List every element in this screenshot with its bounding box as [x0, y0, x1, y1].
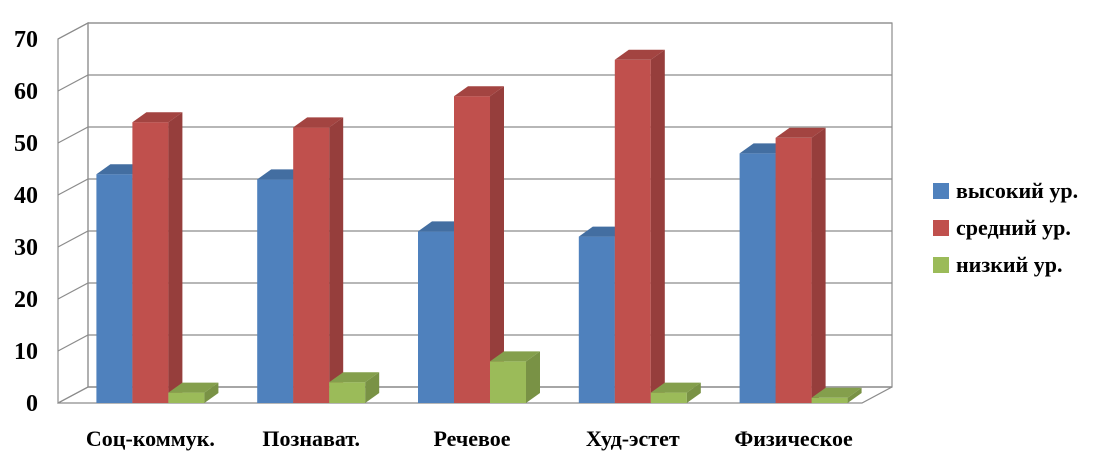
y-tick-label: 20	[14, 287, 38, 313]
y-tick-label: 60	[14, 79, 38, 105]
bar-top	[329, 372, 380, 383]
bar-top	[650, 382, 701, 393]
legend-swatch	[933, 183, 949, 199]
legend-swatch	[933, 220, 949, 236]
bar-side	[490, 86, 504, 403]
bar-side	[650, 49, 665, 404]
bars	[96, 49, 862, 404]
bar-side	[686, 382, 701, 403]
x-tick-label: Соц-коммук.	[86, 426, 215, 451]
y-tick-label: 10	[14, 339, 38, 365]
legend-item: высокий ур.	[933, 178, 1078, 203]
bar	[775, 127, 826, 404]
bar-front	[96, 174, 133, 403]
bar-side	[847, 387, 862, 403]
legend-label: средний ур.	[956, 215, 1071, 240]
bar	[293, 117, 344, 404]
bar	[132, 112, 183, 403]
bar-top	[168, 382, 219, 393]
legend-label: низкий ур.	[956, 252, 1062, 277]
bar-top	[490, 351, 540, 362]
bar-front	[132, 122, 169, 403]
legend-item: средний ур.	[933, 215, 1071, 240]
bar	[329, 372, 380, 403]
bar	[614, 49, 665, 404]
bar-front	[329, 382, 366, 403]
bar-front	[293, 127, 330, 404]
gridline	[57, 22, 892, 40]
bar	[454, 86, 504, 403]
y-axis-ticks: 0 10 20 30 40 50 60 70	[14, 27, 38, 417]
legend-swatch	[933, 257, 949, 273]
bar-front	[454, 96, 490, 403]
x-tick-label: Познават.	[262, 426, 360, 451]
legend-label: высокий ур.	[956, 178, 1078, 203]
bar-front	[490, 361, 526, 403]
y-tick-label: 70	[14, 27, 38, 53]
bar-top	[454, 86, 504, 97]
y-tick-label: 40	[14, 183, 38, 209]
bar-top	[775, 127, 826, 138]
legend-item: низкий ур.	[933, 252, 1062, 277]
bar-front	[811, 397, 848, 403]
bar-front	[739, 153, 776, 403]
bar-top	[293, 117, 344, 128]
bar-front	[257, 179, 294, 403]
bar-front	[614, 59, 651, 404]
x-tick-label: Худ-эстет	[586, 426, 680, 451]
bar-side	[811, 127, 826, 404]
bar-front	[775, 137, 812, 404]
bar	[168, 382, 219, 403]
bar-side	[329, 117, 344, 404]
bar-side	[168, 112, 183, 403]
bar-front	[578, 236, 615, 403]
bar-side	[526, 351, 540, 403]
x-axis-labels: Соц-коммук. Познават. Речевое Худ-эстет Физи…	[86, 426, 853, 451]
bar	[650, 382, 701, 403]
bar	[811, 387, 862, 403]
bar-side	[204, 382, 219, 403]
y-tick-label: 0	[26, 391, 38, 417]
x-tick-label: Речевое	[433, 426, 510, 451]
bar	[490, 351, 540, 403]
bar-side	[365, 372, 380, 403]
bar-front	[168, 392, 205, 403]
bar-top	[811, 387, 862, 398]
y-tick-label: 30	[14, 235, 38, 261]
y-tick-label: 50	[14, 131, 38, 157]
bar-top	[132, 112, 183, 123]
bar-front	[418, 231, 454, 403]
chart-side-wall	[57, 22, 89, 404]
x-tick-label: Физическое	[734, 426, 853, 451]
bar-top	[614, 49, 665, 60]
legend: высокий ур. средний ур. низкий ур.	[933, 178, 1078, 277]
bar-front	[650, 392, 687, 403]
